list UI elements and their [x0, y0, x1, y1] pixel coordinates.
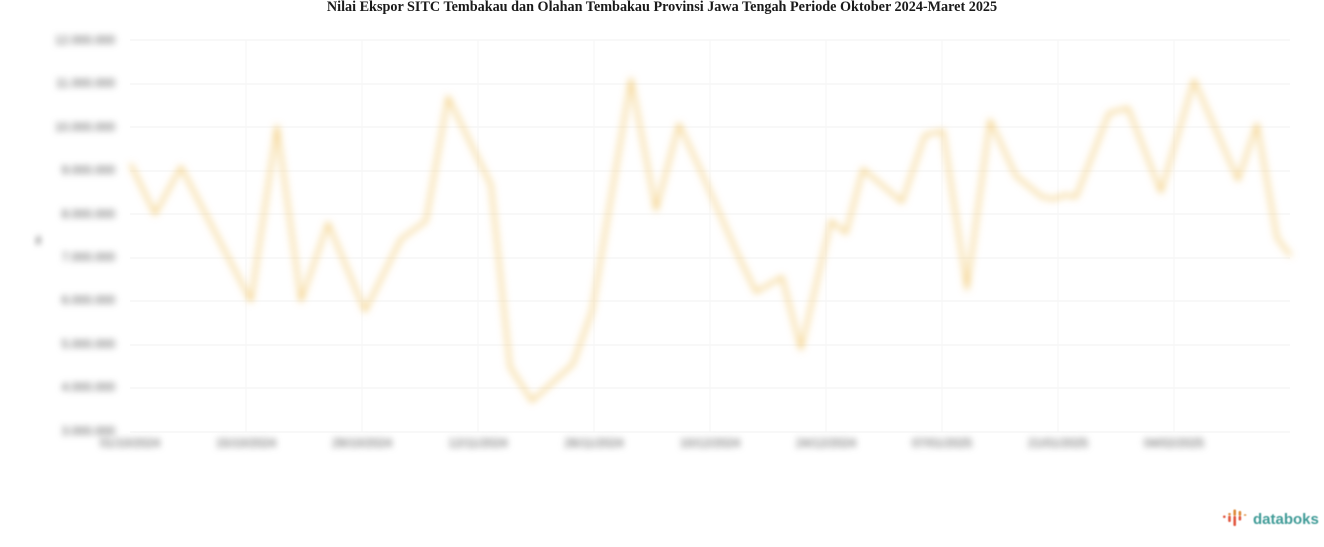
svg-text:databoks: databoks — [1253, 511, 1319, 528]
